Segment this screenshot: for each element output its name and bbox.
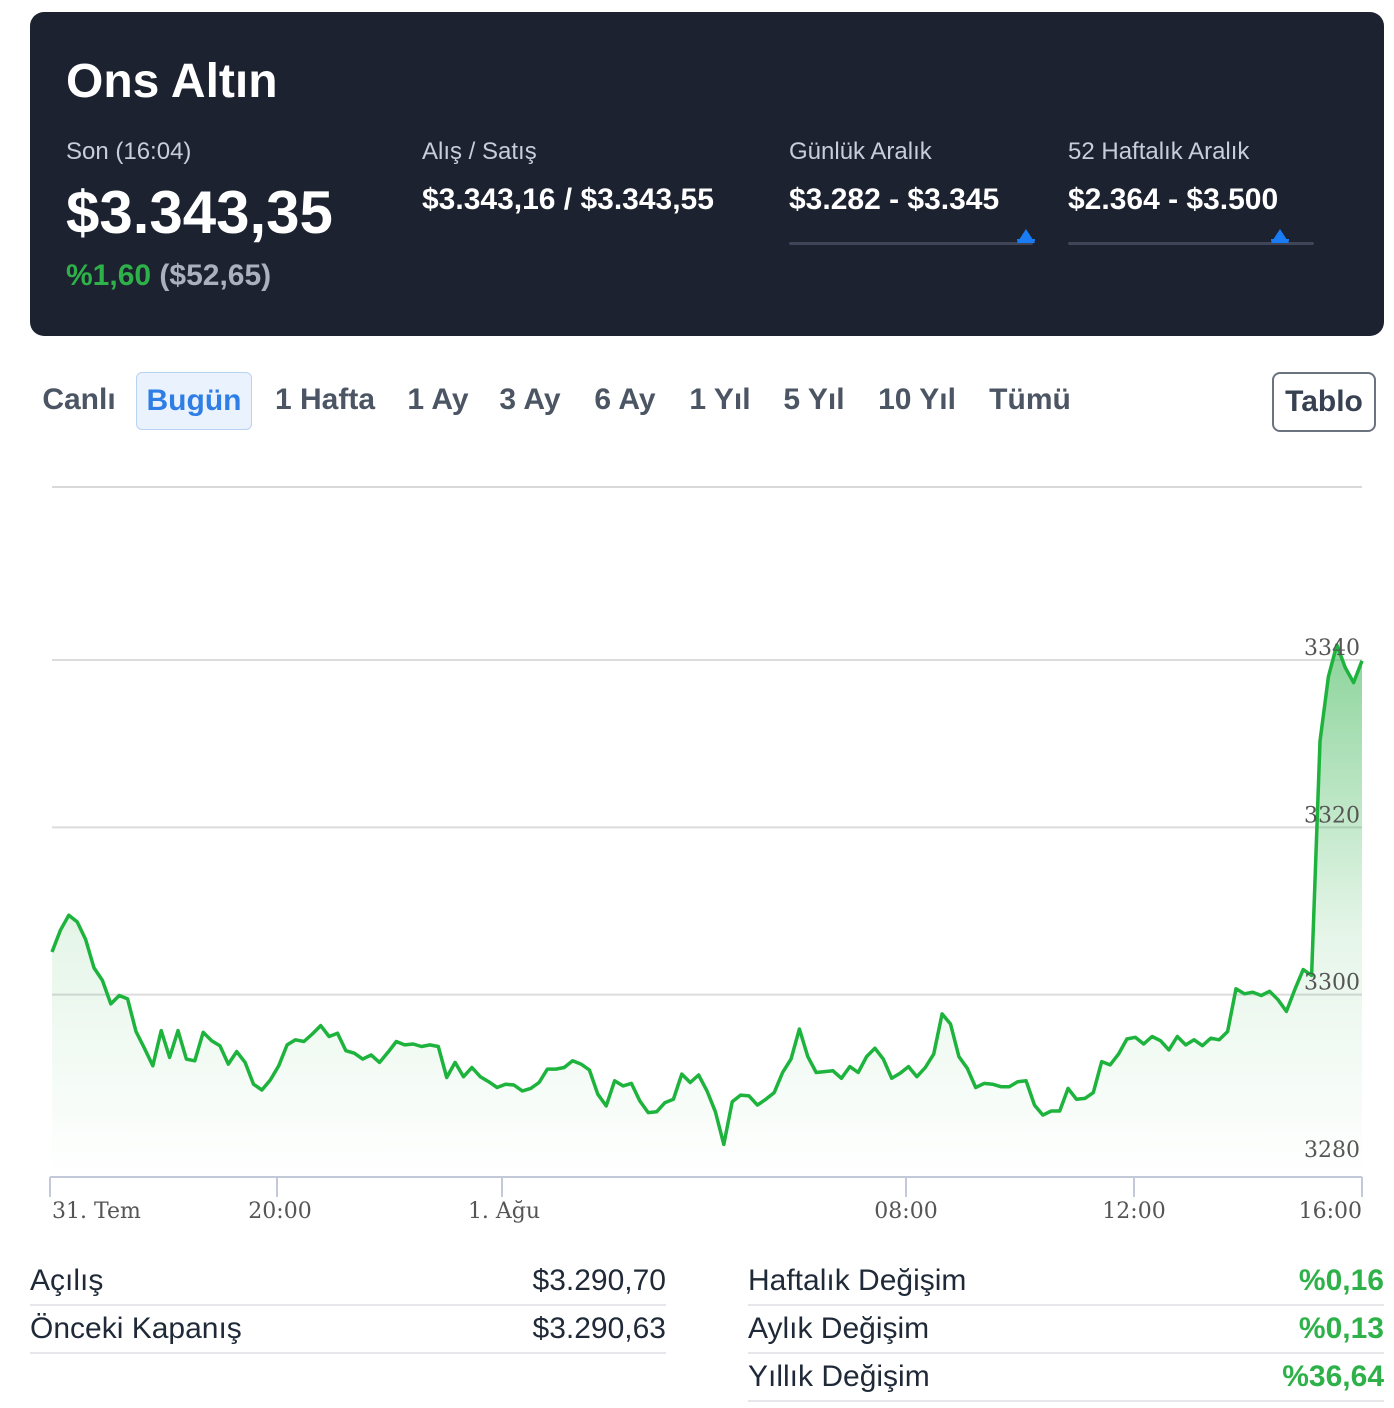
stat-row-yearly-change: Yıllık Değişim %36,64 xyxy=(748,1354,1384,1402)
tab-live[interactable]: Canlı xyxy=(42,383,116,416)
stat-label: Yıllık Değişim xyxy=(748,1360,930,1393)
tab-5-years[interactable]: 5 Yıl xyxy=(783,383,845,416)
x-tick-label: 31. Tem xyxy=(52,1199,141,1224)
change-absolute: ($52,65) xyxy=(159,259,272,292)
stat-label: Aylık Değişim xyxy=(748,1312,930,1345)
stat-value: %0,13 xyxy=(1298,1312,1384,1345)
stat-row-monthly-change: Aylık Değişim %0,13 xyxy=(748,1306,1384,1354)
tab-1-year[interactable]: 1 Yıl xyxy=(689,383,751,416)
y-tick-label: 3320 xyxy=(1304,803,1360,828)
stat-row-open: Açılış $3.290,70 xyxy=(30,1258,666,1306)
x-tick-label: 16:00 xyxy=(1299,1199,1362,1224)
tab-1-month[interactable]: 1 Ay xyxy=(407,383,469,416)
stat-row-previous-close: Önceki Kapanış $3.290,63 xyxy=(30,1306,666,1354)
tab-10-years[interactable]: 10 Yıl xyxy=(878,383,956,416)
y-tick-label: 3280 xyxy=(1304,1138,1360,1163)
change-percent: %1,60 xyxy=(66,259,152,292)
week52-range-value: $2.364 - $3.500 xyxy=(1068,183,1279,216)
daily-range-bar xyxy=(789,229,1035,245)
stat-label: Haftalık Değişim xyxy=(748,1264,967,1297)
stat-row-weekly-change: Haftalık Değişim %0,16 xyxy=(748,1258,1384,1306)
bid-ask-value: $3.343,16 / $3.343,55 xyxy=(422,183,714,216)
x-tick-label: 12:00 xyxy=(1102,1199,1165,1224)
price-change: %1,60 ($52,65) xyxy=(66,258,271,294)
stat-label: Önceki Kapanış xyxy=(30,1312,242,1345)
stat-value: %0,16 xyxy=(1298,1264,1384,1297)
week52-range-label: 52 Haftalık Aralık xyxy=(1068,138,1250,165)
tab-today[interactable]: Bugün xyxy=(136,372,252,430)
x-tick-label: 08:00 xyxy=(874,1199,937,1224)
stat-value: $3.290,70 xyxy=(532,1264,666,1297)
stat-value: %36,64 xyxy=(1282,1360,1384,1393)
instrument-title: Ons Altın xyxy=(66,55,278,108)
price-line xyxy=(50,643,1364,1147)
daily-range-marker xyxy=(1016,229,1035,243)
last-price: $3.343,35 xyxy=(66,179,333,246)
week52-range-marker xyxy=(1270,229,1289,243)
quote-header: Ons Altın Son (16:04) $3.343,35 %1,60 ($… xyxy=(30,12,1384,336)
stat-label: Açılış xyxy=(30,1264,104,1297)
table-view-button[interactable]: Tablo xyxy=(1272,372,1376,432)
x-tick-label: 1. Ağu xyxy=(468,1199,540,1224)
week52-range-bar xyxy=(1068,229,1314,245)
price-chart: 3280 3300 3320 3340 31. Tem 20:00 1. Ağu 08:00… xyxy=(49,486,1364,1224)
stat-value: $3.290,63 xyxy=(532,1312,666,1345)
y-tick-label: 3340 xyxy=(1304,636,1360,661)
x-tick-label: 20:00 xyxy=(248,1199,311,1224)
tab-3-months[interactable]: 3 Ay xyxy=(499,383,561,416)
tab-all[interactable]: Tümü xyxy=(989,383,1071,416)
price-area xyxy=(52,644,1362,1176)
daily-range-label: Günlük Aralık xyxy=(789,138,932,165)
tab-1-week[interactable]: 1 Hafta xyxy=(274,383,376,416)
daily-range-value: $3.282 - $3.345 xyxy=(789,183,1000,216)
y-tick-label: 3300 xyxy=(1304,971,1360,996)
bid-ask-label: Alış / Satış xyxy=(422,138,537,165)
last-price-label: Son (16:04) xyxy=(66,138,192,165)
tab-6-months[interactable]: 6 Ay xyxy=(594,383,656,416)
